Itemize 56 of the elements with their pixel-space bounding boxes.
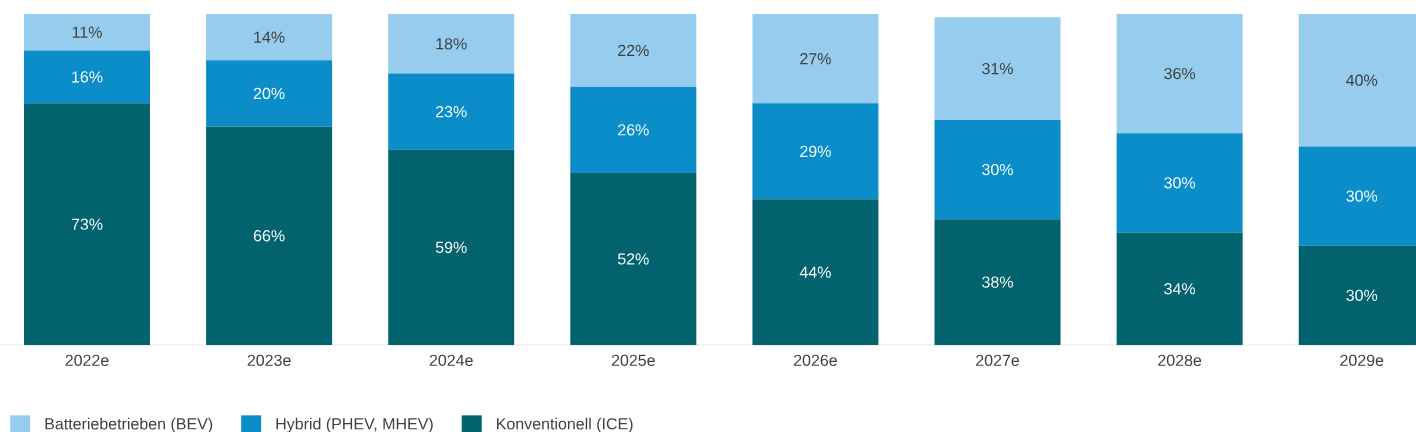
x-tick-label: 2029e <box>1340 354 1384 366</box>
bar <box>752 14 879 104</box>
data-label: 30% <box>1164 177 1196 189</box>
data-label: 30% <box>1346 190 1378 202</box>
bar <box>1116 133 1243 233</box>
x-tick-label: 2027e <box>976 354 1020 366</box>
bar <box>752 199 879 345</box>
legend-label: Konventionell (ICE) <box>497 417 633 432</box>
data-label: 59% <box>435 241 467 254</box>
data-label: 20% <box>253 87 285 100</box>
data-label: 14% <box>254 31 285 43</box>
bar <box>1116 232 1243 345</box>
data-label: 31% <box>982 62 1013 75</box>
bar <box>570 14 697 87</box>
bar <box>570 86 697 173</box>
bar <box>388 73 515 150</box>
data-label: 34% <box>1164 283 1196 295</box>
data-label: 29% <box>800 145 831 158</box>
bar <box>24 103 150 345</box>
data-label: 11% <box>72 26 102 38</box>
bar <box>388 149 515 345</box>
bar <box>24 14 150 51</box>
data-label: 40% <box>1346 74 1378 86</box>
x-tick-label: 2023e <box>247 354 291 366</box>
data-label: 27% <box>800 53 831 65</box>
bar <box>206 126 333 345</box>
data-label: 26% <box>618 124 649 136</box>
x-tick-label: 2026e <box>793 354 837 366</box>
bar <box>24 50 150 104</box>
x-tick-label: 2022e <box>65 354 109 366</box>
data-label: 52% <box>617 253 649 265</box>
data-label: 22% <box>618 44 649 57</box>
data-label: 30% <box>982 163 1013 176</box>
bar <box>752 103 879 200</box>
x-tick-label: 2024e <box>429 354 473 366</box>
data-label: 73% <box>71 218 103 230</box>
bar <box>388 14 515 74</box>
bar <box>934 219 1061 345</box>
bar <box>934 119 1061 220</box>
bar <box>206 14 333 61</box>
x-tick-label: 2028e <box>1158 354 1202 366</box>
data-label: 23% <box>436 105 467 118</box>
legend-label: Hybrid (PHEV, MHEV) <box>276 417 433 432</box>
data-label: 16% <box>72 71 103 83</box>
data-label: 18% <box>436 38 467 50</box>
bar <box>570 172 697 345</box>
bar <box>1116 14 1243 134</box>
data-label: 38% <box>982 276 1013 288</box>
x-tick-label: 2025e <box>611 354 655 366</box>
bar <box>934 17 1061 120</box>
data-label: 36% <box>1164 67 1196 80</box>
data-label: 44% <box>799 266 831 278</box>
data-label: 30% <box>1346 289 1378 302</box>
data-label: 66% <box>253 230 285 242</box>
bar <box>206 60 333 127</box>
legend-label: Batteriebetrieben (BEV) <box>45 417 213 432</box>
